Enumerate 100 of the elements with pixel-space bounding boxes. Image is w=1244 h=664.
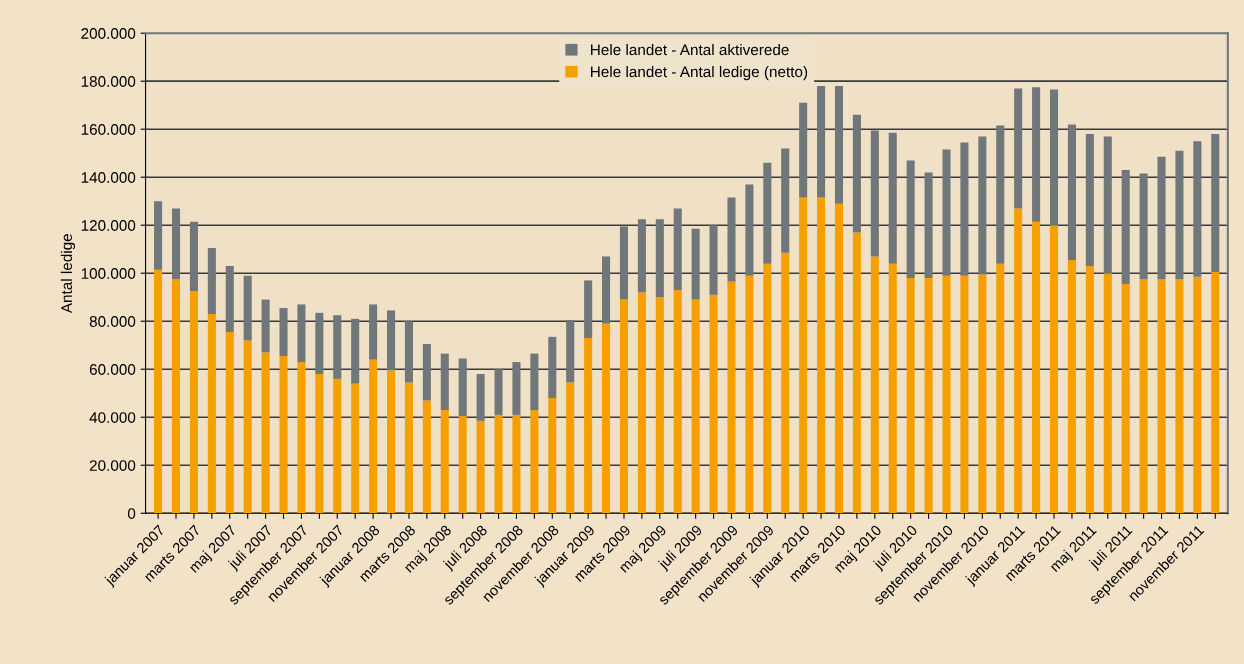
bar xyxy=(279,356,288,514)
bar xyxy=(709,225,718,295)
bar xyxy=(870,130,879,257)
bar xyxy=(387,370,396,514)
bar xyxy=(906,160,915,279)
bar xyxy=(1032,87,1041,222)
bar xyxy=(1032,221,1041,514)
bar xyxy=(996,125,1005,264)
bar xyxy=(171,208,181,280)
bar xyxy=(781,252,790,514)
bar xyxy=(817,86,826,198)
bar xyxy=(637,219,646,293)
bar xyxy=(727,281,736,514)
bar xyxy=(351,318,360,384)
bar xyxy=(512,414,521,514)
bar xyxy=(530,410,539,514)
bar xyxy=(960,275,969,514)
bar xyxy=(799,102,808,198)
bar xyxy=(440,353,449,411)
bar xyxy=(458,358,467,417)
y-tick-label: 120.000 xyxy=(81,220,136,231)
y-tick-label: 60.000 xyxy=(89,364,136,375)
y-tick-label: 140.000 xyxy=(81,172,136,183)
bar xyxy=(1067,260,1076,514)
bar xyxy=(1085,134,1094,267)
y-tick-label: 200.000 xyxy=(81,28,136,39)
bar xyxy=(566,382,575,514)
bar xyxy=(1103,273,1112,514)
bar xyxy=(691,299,700,514)
bar xyxy=(154,201,163,270)
bar xyxy=(709,294,718,514)
bar xyxy=(817,197,826,514)
bar xyxy=(243,340,252,514)
bar xyxy=(637,292,646,514)
bar xyxy=(655,219,664,298)
legend-label: Hele landet - Antal ledige (netto) xyxy=(591,65,808,81)
y-tick-label: 20.000 xyxy=(89,460,136,471)
bar xyxy=(1175,279,1184,514)
bar xyxy=(870,256,879,514)
bar xyxy=(422,344,431,401)
bar xyxy=(171,279,181,514)
bar xyxy=(673,290,682,514)
bar xyxy=(1049,225,1059,514)
bar xyxy=(566,320,575,383)
bar xyxy=(1067,124,1076,261)
bar xyxy=(619,226,628,300)
y-axis-title: Antal ledige xyxy=(60,233,76,314)
bar xyxy=(458,416,467,514)
bar xyxy=(261,299,270,353)
bar xyxy=(727,197,736,282)
bar xyxy=(745,184,754,276)
bar xyxy=(602,323,611,514)
y-tick-label: 160.000 xyxy=(81,124,136,135)
legend-label: Hele landet - Antal aktiverede xyxy=(591,43,789,56)
bar xyxy=(440,410,449,514)
bar xyxy=(1121,284,1130,514)
bar xyxy=(619,299,628,514)
bar xyxy=(243,275,252,341)
bar xyxy=(906,278,915,514)
bar xyxy=(333,378,342,514)
bar xyxy=(404,321,413,383)
bar xyxy=(1085,266,1094,514)
bar xyxy=(476,374,485,421)
bar xyxy=(494,414,503,514)
bar xyxy=(207,248,216,315)
bar xyxy=(924,278,933,514)
y-tick-label: 0 xyxy=(127,508,136,519)
bar xyxy=(315,374,324,514)
bar xyxy=(888,263,897,514)
bar xyxy=(530,353,539,411)
bar xyxy=(1049,89,1059,226)
bar xyxy=(834,203,844,514)
y-tick-label: 100.000 xyxy=(81,268,136,279)
bar xyxy=(225,332,234,514)
bar xyxy=(297,362,306,514)
bar xyxy=(852,232,861,514)
bar xyxy=(548,398,557,514)
bar xyxy=(763,162,772,264)
bar xyxy=(1014,208,1023,514)
bar xyxy=(852,114,861,233)
bar xyxy=(315,312,324,375)
bar xyxy=(279,308,288,357)
bar xyxy=(261,352,270,514)
bar xyxy=(369,359,378,514)
bar xyxy=(1211,272,1220,514)
bar xyxy=(1139,173,1148,280)
bar xyxy=(763,263,772,514)
bar xyxy=(1157,156,1166,280)
bar xyxy=(655,297,664,514)
bar xyxy=(745,275,754,514)
bar xyxy=(1193,141,1202,277)
bar xyxy=(154,269,163,514)
y-tick-label: 180.000 xyxy=(81,76,136,87)
bar xyxy=(888,132,897,264)
bar xyxy=(996,263,1005,514)
bar xyxy=(799,197,808,514)
bar xyxy=(1103,136,1112,274)
bar xyxy=(942,275,951,514)
bar xyxy=(476,420,485,514)
bar xyxy=(942,149,951,276)
